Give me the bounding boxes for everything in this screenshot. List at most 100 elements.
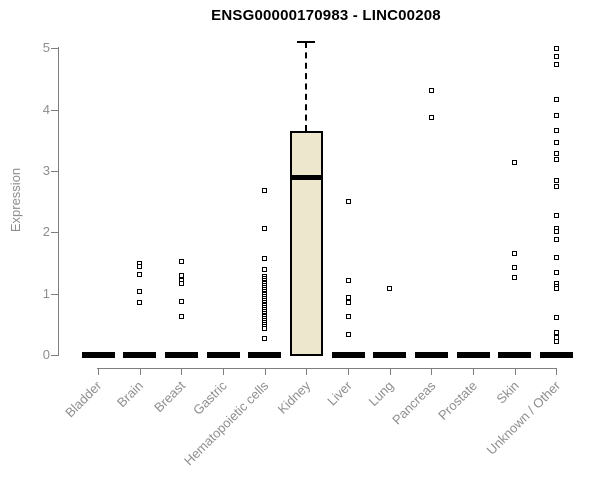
outlier-point-unknown-other [553, 177, 559, 183]
outlier-point-breast [178, 314, 184, 320]
outlier-point-lung [387, 286, 393, 292]
outlier-point-unknown-other [553, 315, 559, 321]
boxplot-flat-prostate [456, 352, 490, 358]
x-axis-tick [223, 368, 224, 375]
outlier-point-breast [178, 299, 184, 305]
x-axis-tick [306, 368, 307, 375]
outlier-point-unknown-other [553, 112, 559, 118]
y-tick-label: 2 [42, 224, 50, 240]
y-axis-line [58, 47, 59, 356]
y-tick-label: 0 [42, 347, 50, 362]
outlier-point-unknown-other [553, 228, 559, 234]
x-axis-line [97, 368, 558, 369]
outlier-point-hematopoietic-cells [262, 188, 268, 194]
outlier-point-liver [345, 199, 351, 205]
y-axis-tick [51, 171, 58, 172]
outlier-point-skin [512, 250, 518, 256]
chart-title: ENSG00000170983 - LINC00208 [211, 7, 441, 24]
x-category-label-kidney: Kidney [274, 378, 314, 417]
x-category-label-pancreas: Pancreas [388, 378, 439, 428]
boxplot-flat-liver [331, 352, 365, 358]
boxplot-flat-breast [164, 352, 198, 358]
boxplot-flat-pancreas [414, 352, 448, 358]
x-axis-tick [515, 368, 516, 375]
x-axis-tick [140, 368, 141, 375]
x-axis-tick [473, 368, 474, 375]
outlier-point-liver [345, 295, 351, 301]
outlier-point-unknown-other [553, 140, 559, 146]
outlier-point-unknown-other [553, 270, 559, 276]
boxplot-flat-skin [498, 352, 532, 358]
outlier-point-skin [512, 265, 518, 271]
outlier-point-hematopoietic-cells [262, 335, 268, 341]
outlier-point-skin [512, 159, 518, 165]
outlier-point-hematopoietic-cells [262, 325, 268, 331]
outlier-point-unknown-other [553, 254, 559, 260]
outlier-point-unknown-other [553, 54, 559, 60]
y-axis-tick [51, 232, 58, 233]
y-axis-tick [51, 294, 58, 295]
outlier-point-hematopoietic-cells [262, 225, 268, 231]
outlier-point-hematopoietic-cells [262, 267, 268, 273]
x-axis-tick [98, 368, 99, 375]
x-category-label-gastric: Gastric [189, 378, 230, 418]
boxplot-flat-gastric [206, 352, 240, 358]
boxplot-flat-brain [123, 352, 157, 358]
y-axis-tick [51, 48, 58, 49]
y-tick-label: 3 [42, 163, 50, 178]
y-tick-label: 5 [42, 40, 50, 56]
x-category-label-breast: Breast [150, 378, 188, 416]
outlier-point-unknown-other [553, 157, 559, 163]
x-category-label-skin: Skin [492, 378, 522, 407]
outlier-point-hematopoietic-cells [262, 255, 268, 261]
outlier-point-unknown-other [553, 213, 559, 219]
x-axis-tick [181, 368, 182, 375]
outlier-point-unknown-other [553, 128, 559, 134]
boxplot-box-kidney [289, 131, 323, 356]
outlier-point-unknown-other [553, 96, 559, 102]
outlier-point-unknown-other [553, 339, 559, 344]
y-axis-tick [51, 355, 58, 356]
outlier-point-liver [345, 300, 351, 306]
x-category-label-unknown-other: Unknown / Other [483, 378, 564, 458]
outlier-point-unknown-other [553, 61, 559, 67]
outlier-point-brain [137, 289, 143, 295]
y-axis-tick [51, 110, 58, 111]
x-category-label-liver: Liver [324, 378, 355, 409]
outlier-point-unknown-other [553, 45, 559, 51]
x-axis-tick [556, 368, 557, 375]
whisker-cap-kidney [297, 41, 316, 44]
y-tick-label: 4 [42, 101, 50, 117]
x-axis-tick [265, 368, 266, 375]
x-category-label-brain: Brain [114, 378, 147, 411]
x-category-label-prostate: Prostate [434, 378, 480, 423]
boxplot-flat-lung [373, 352, 407, 358]
outlier-point-breast [178, 259, 184, 265]
outlier-point-pancreas [428, 88, 434, 94]
outlier-point-unknown-other [553, 183, 559, 189]
x-axis-tick [348, 368, 349, 375]
y-tick-label: 1 [42, 285, 50, 301]
outlier-point-skin [512, 275, 518, 281]
x-axis-tick [390, 368, 391, 375]
outlier-point-pancreas [428, 115, 434, 121]
outlier-point-breast [178, 273, 184, 279]
median-line-kidney [289, 174, 323, 180]
outlier-point-breast [178, 280, 184, 286]
outlier-point-brain [137, 264, 143, 270]
x-axis-tick [431, 368, 432, 375]
x-category-label-bladder: Bladder [62, 378, 105, 421]
y-axis-label: Expression [8, 167, 23, 233]
outlier-point-unknown-other [553, 236, 559, 242]
outlier-point-brain [137, 272, 143, 278]
boxplot-flat-unknown-other [539, 352, 573, 358]
outlier-point-liver [345, 331, 351, 337]
outlier-point-liver [345, 278, 351, 284]
outlier-point-liver [345, 314, 351, 320]
outlier-point-unknown-other [553, 150, 559, 156]
outlier-point-brain [137, 299, 143, 305]
x-category-label-lung: Lung [365, 378, 397, 410]
boxplot-flat-hematopoietic-cells [248, 352, 282, 358]
boxplot-flat-bladder [81, 352, 115, 358]
